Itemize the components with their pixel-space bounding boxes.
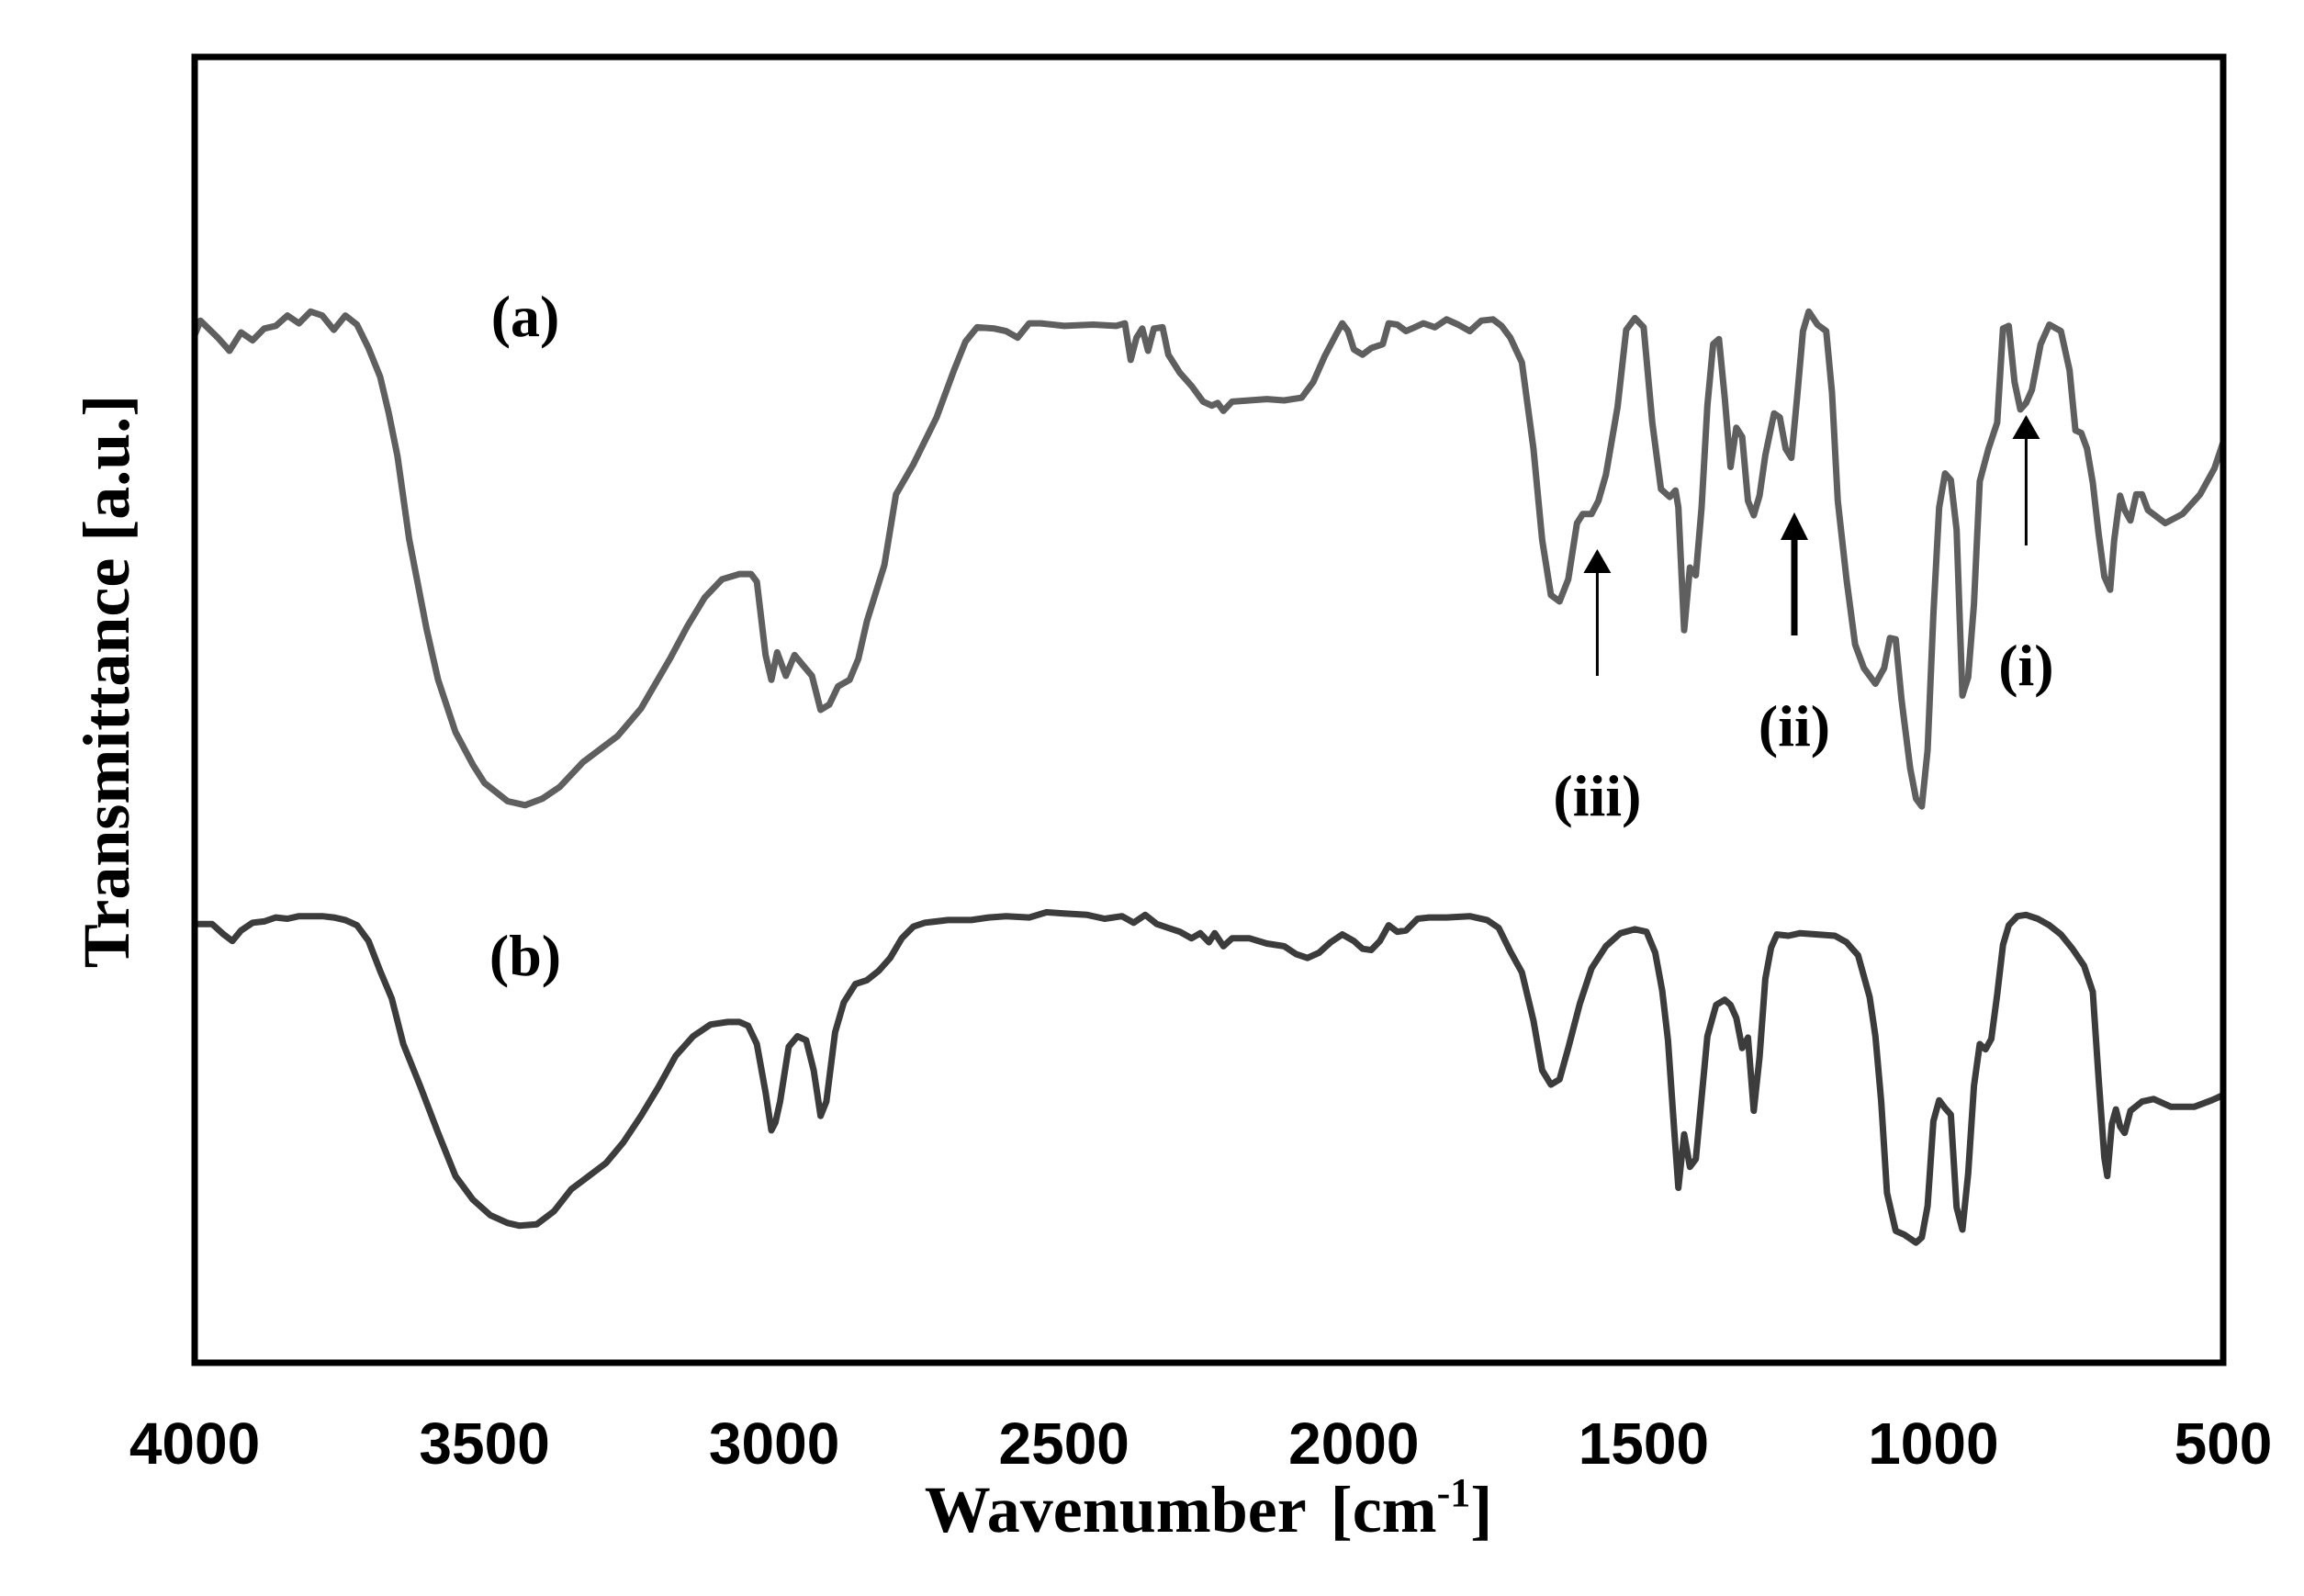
curve-label-a: (a) (491, 284, 560, 349)
series-line-b (191, 908, 2227, 1246)
x-tick-label-1500: 1500 (1579, 1411, 1709, 1477)
x-tick-labels: 4000 3500 3000 2500 2000 1500 1000 500 (129, 1411, 2273, 1477)
x-axis-unit-open: [cm (1331, 1473, 1437, 1546)
x-tick-label-4000: 4000 (129, 1411, 260, 1477)
x-tick-label-2500: 2500 (999, 1411, 1130, 1477)
arrow-head-2 (1781, 512, 1808, 540)
plot-frame (191, 53, 2227, 1366)
x-axis-label: Wavenumber (925, 1473, 1307, 1546)
x-tick-label-3500: 3500 (419, 1411, 549, 1477)
series-line-a (191, 308, 2227, 810)
annotation-label-2: (ii) (1759, 693, 1830, 759)
y-axis-title: Transmittance [a.u.] (70, 395, 143, 969)
annotation-layer: (iii) (ii) (i) (1553, 415, 2054, 828)
x-axis-unit-sup: -1 (1437, 1470, 1471, 1515)
annotation-label-3: (i) (1998, 633, 2053, 698)
x-axis-unit-close: ] (1470, 1473, 1492, 1546)
series-layer (191, 308, 2227, 1246)
arrow-head-1 (1583, 549, 1612, 573)
annotation-label-1: (iii) (1553, 763, 1641, 828)
arrow-head-3 (2012, 415, 2040, 439)
x-tick-label-500: 500 (2175, 1411, 2273, 1477)
x-tick-label-2000: 2000 (1288, 1411, 1419, 1477)
x-axis-title: Wavenumber [cm-1] (925, 1470, 1493, 1546)
curve-label-b: (b) (489, 923, 561, 988)
x-tick-label-1000: 1000 (1868, 1411, 1998, 1477)
x-tick-label-3000: 3000 (709, 1411, 839, 1477)
